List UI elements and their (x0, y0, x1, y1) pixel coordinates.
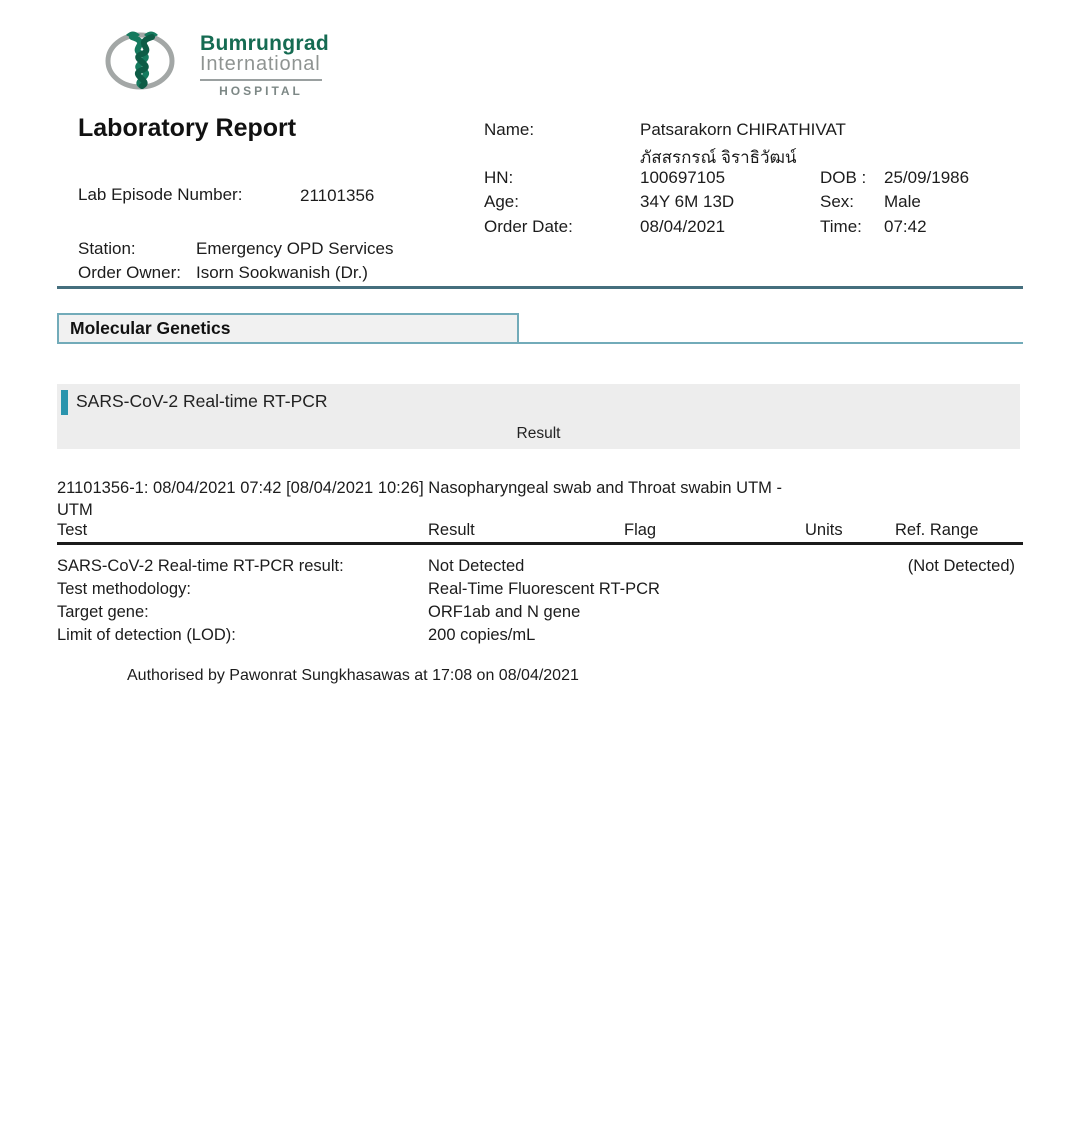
lab-episode-value: 21101356 (300, 186, 375, 205)
col-header-result: Result (428, 521, 475, 539)
hospital-logo: Bumrungrad International HOSPITAL (96, 24, 329, 99)
table-row-test: Target gene: (57, 603, 149, 621)
specimen-line1: 21101356-1: 08/04/2021 07:42 [08/04/2021… (57, 479, 782, 497)
patient-name-thai: ภัสสรกรณ์ จิราธิวัฒน์ (640, 148, 797, 167)
specimen-line2: UTM (57, 501, 93, 519)
patient-name-label: Name: (484, 120, 535, 139)
logo-divider (200, 79, 322, 81)
caduceus-icon (96, 24, 188, 99)
hospital-logo-text: Bumrungrad International HOSPITAL (200, 24, 329, 99)
table-row-ref-range: (Not Detected) (907, 557, 1015, 575)
table-header-rule (57, 542, 1023, 545)
page-title: Laboratory Report (78, 114, 297, 142)
hn-label: HN: (484, 168, 514, 187)
station-value: Emergency OPD Services (196, 239, 394, 258)
table-row-test: Test methodology: (57, 580, 191, 598)
table-row-result: Real-Time Fluorescent RT-PCR (428, 580, 660, 598)
accent-bar-icon (61, 390, 68, 415)
dob-value: 25/09/1986 (884, 168, 970, 187)
col-header-test: Test (57, 521, 88, 539)
section-divider-line (519, 342, 1023, 344)
lab-episode-label: Lab Episode Number: (78, 185, 243, 204)
authorised-by-line: Authorised by Pawonrat Sungkhasawas at 1… (127, 667, 579, 684)
sex-value: Male (884, 192, 921, 211)
section-molecular-genetics: Molecular Genetics (57, 313, 519, 344)
table-row-result: Not Detected (428, 557, 525, 575)
sex-label: Sex: (820, 192, 855, 211)
time-label: Time: (820, 217, 862, 236)
panel-header-band: SARS-CoV-2 Real-time RT-PCR Result (57, 384, 1020, 449)
order-date-value: 08/04/2021 (640, 217, 726, 236)
table-row-result: 200 copies/mL (428, 626, 536, 644)
patient-name-value: Patsarakorn CHIRATHIVAT (640, 120, 846, 139)
age-label: Age: (484, 192, 519, 211)
table-row-test: SARS-CoV-2 Real-time RT-PCR result: (57, 557, 344, 575)
hospital-name: Bumrungrad (200, 32, 329, 55)
station-label: Station: (78, 239, 136, 258)
hospital-subname: International (200, 53, 321, 75)
col-header-ref-range: Ref. Range (895, 521, 979, 539)
hn-value: 100697105 (640, 168, 726, 187)
order-owner-value: Isorn Sookwanish (Dr.) (196, 263, 368, 282)
table-row-test: Limit of detection (LOD): (57, 626, 236, 644)
hospital-tagline: HOSPITAL (219, 84, 303, 98)
time-value: 07:42 (884, 217, 927, 236)
table-row-result: ORF1ab and N gene (428, 603, 581, 621)
section-title: Molecular Genetics (70, 318, 231, 338)
header-divider (57, 286, 1023, 289)
age-value: 34Y 6M 13D (640, 192, 735, 211)
panel-title: SARS-CoV-2 Real-time RT-PCR (76, 391, 328, 411)
col-header-units: Units (805, 521, 843, 539)
dob-label: DOB : (820, 168, 867, 187)
col-header-flag: Flag (624, 521, 657, 539)
panel-subheader: Result (516, 425, 561, 442)
order-owner-label: Order Owner: (78, 263, 181, 282)
order-date-label: Order Date: (484, 217, 573, 236)
